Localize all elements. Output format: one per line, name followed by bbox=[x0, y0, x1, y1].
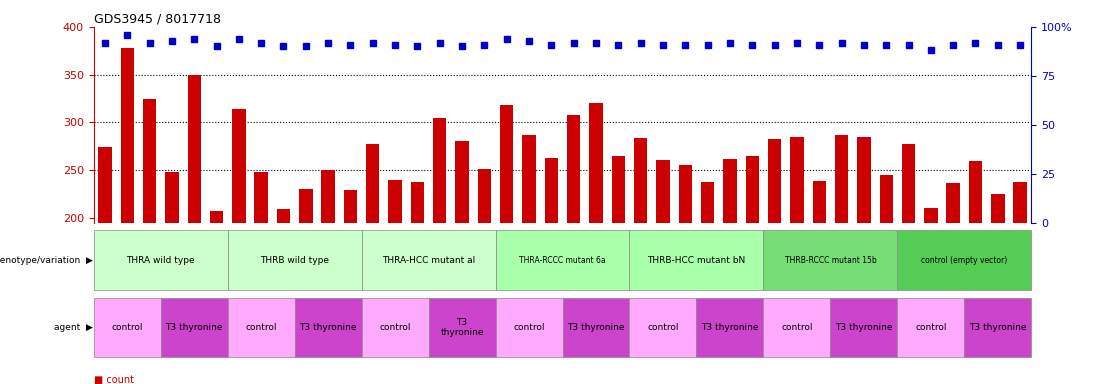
Bar bbox=[835, 135, 848, 223]
Bar bbox=[1014, 182, 1027, 223]
Text: THRB wild type: THRB wild type bbox=[260, 256, 329, 265]
Text: THRA-HCC mutant al: THRA-HCC mutant al bbox=[382, 256, 475, 265]
Text: T3 thyronine: T3 thyronine bbox=[567, 323, 624, 332]
Bar bbox=[700, 182, 715, 223]
Bar bbox=[656, 160, 670, 223]
Bar bbox=[946, 183, 960, 223]
Text: agent  ▶: agent ▶ bbox=[54, 323, 93, 332]
Text: control: control bbox=[513, 323, 545, 332]
Bar bbox=[94, 230, 227, 290]
Bar bbox=[724, 159, 737, 223]
Bar bbox=[902, 144, 915, 223]
Bar bbox=[495, 230, 630, 290]
Text: GDS3945 / 8017718: GDS3945 / 8017718 bbox=[94, 13, 221, 26]
Bar bbox=[630, 298, 696, 357]
Text: T3 thyronine: T3 thyronine bbox=[970, 323, 1027, 332]
Bar bbox=[410, 182, 425, 223]
Text: T3 thyronine: T3 thyronine bbox=[299, 323, 357, 332]
Bar bbox=[589, 103, 602, 223]
Bar bbox=[362, 230, 495, 290]
Text: ■ count: ■ count bbox=[94, 375, 133, 384]
Bar bbox=[210, 211, 223, 223]
Bar bbox=[898, 230, 1031, 290]
Bar bbox=[523, 135, 536, 223]
Bar bbox=[94, 298, 161, 357]
Text: genotype/variation  ▶: genotype/variation ▶ bbox=[0, 256, 93, 265]
Text: control: control bbox=[379, 323, 410, 332]
Text: THRB-HCC mutant bN: THRB-HCC mutant bN bbox=[647, 256, 746, 265]
Bar bbox=[388, 180, 401, 223]
Text: T3 thyronine: T3 thyronine bbox=[165, 323, 223, 332]
Bar bbox=[120, 48, 133, 223]
Bar bbox=[165, 172, 179, 223]
Bar bbox=[678, 166, 692, 223]
Bar bbox=[630, 230, 763, 290]
Bar bbox=[161, 298, 227, 357]
Bar bbox=[763, 298, 831, 357]
Bar bbox=[857, 137, 870, 223]
Text: THRA-RCCC mutant 6a: THRA-RCCC mutant 6a bbox=[520, 256, 606, 265]
Bar bbox=[143, 99, 157, 223]
Bar bbox=[992, 194, 1005, 223]
Text: T3 thyronine: T3 thyronine bbox=[702, 323, 759, 332]
Bar bbox=[879, 175, 893, 223]
Text: THRB-RCCC mutant 15b: THRB-RCCC mutant 15b bbox=[784, 256, 876, 265]
Text: control: control bbox=[246, 323, 277, 332]
Bar bbox=[924, 209, 938, 223]
Bar bbox=[768, 139, 781, 223]
Text: control: control bbox=[781, 323, 813, 332]
Bar bbox=[295, 298, 362, 357]
Text: control: control bbox=[915, 323, 946, 332]
Bar bbox=[545, 158, 558, 223]
Bar bbox=[500, 105, 513, 223]
Bar bbox=[790, 137, 804, 223]
Bar bbox=[763, 230, 898, 290]
Bar bbox=[299, 189, 312, 223]
Bar bbox=[898, 298, 964, 357]
Bar bbox=[321, 170, 335, 223]
Bar bbox=[456, 141, 469, 223]
Bar bbox=[478, 169, 491, 223]
Bar bbox=[227, 298, 295, 357]
Text: control: control bbox=[111, 323, 143, 332]
Bar bbox=[366, 144, 379, 223]
Bar bbox=[563, 298, 630, 357]
Bar bbox=[831, 298, 898, 357]
Bar bbox=[232, 109, 246, 223]
Bar bbox=[277, 209, 290, 223]
Bar bbox=[433, 118, 447, 223]
Bar bbox=[495, 298, 563, 357]
Bar bbox=[968, 161, 982, 223]
Text: control: control bbox=[647, 323, 678, 332]
Text: T3 thyronine: T3 thyronine bbox=[835, 323, 892, 332]
Bar bbox=[344, 190, 357, 223]
Text: THRA wild type: THRA wild type bbox=[127, 256, 195, 265]
Bar bbox=[696, 298, 763, 357]
Bar bbox=[567, 115, 580, 223]
Bar bbox=[227, 230, 362, 290]
Bar bbox=[612, 156, 625, 223]
Bar bbox=[813, 181, 826, 223]
Bar bbox=[362, 298, 429, 357]
Text: control (empty vector): control (empty vector) bbox=[921, 256, 1007, 265]
Bar bbox=[98, 147, 111, 223]
Bar bbox=[964, 298, 1031, 357]
Bar bbox=[746, 156, 759, 223]
Text: T3
thyronine: T3 thyronine bbox=[440, 318, 484, 337]
Bar bbox=[429, 298, 495, 357]
Bar bbox=[188, 74, 201, 223]
Bar bbox=[634, 138, 647, 223]
Bar bbox=[255, 172, 268, 223]
